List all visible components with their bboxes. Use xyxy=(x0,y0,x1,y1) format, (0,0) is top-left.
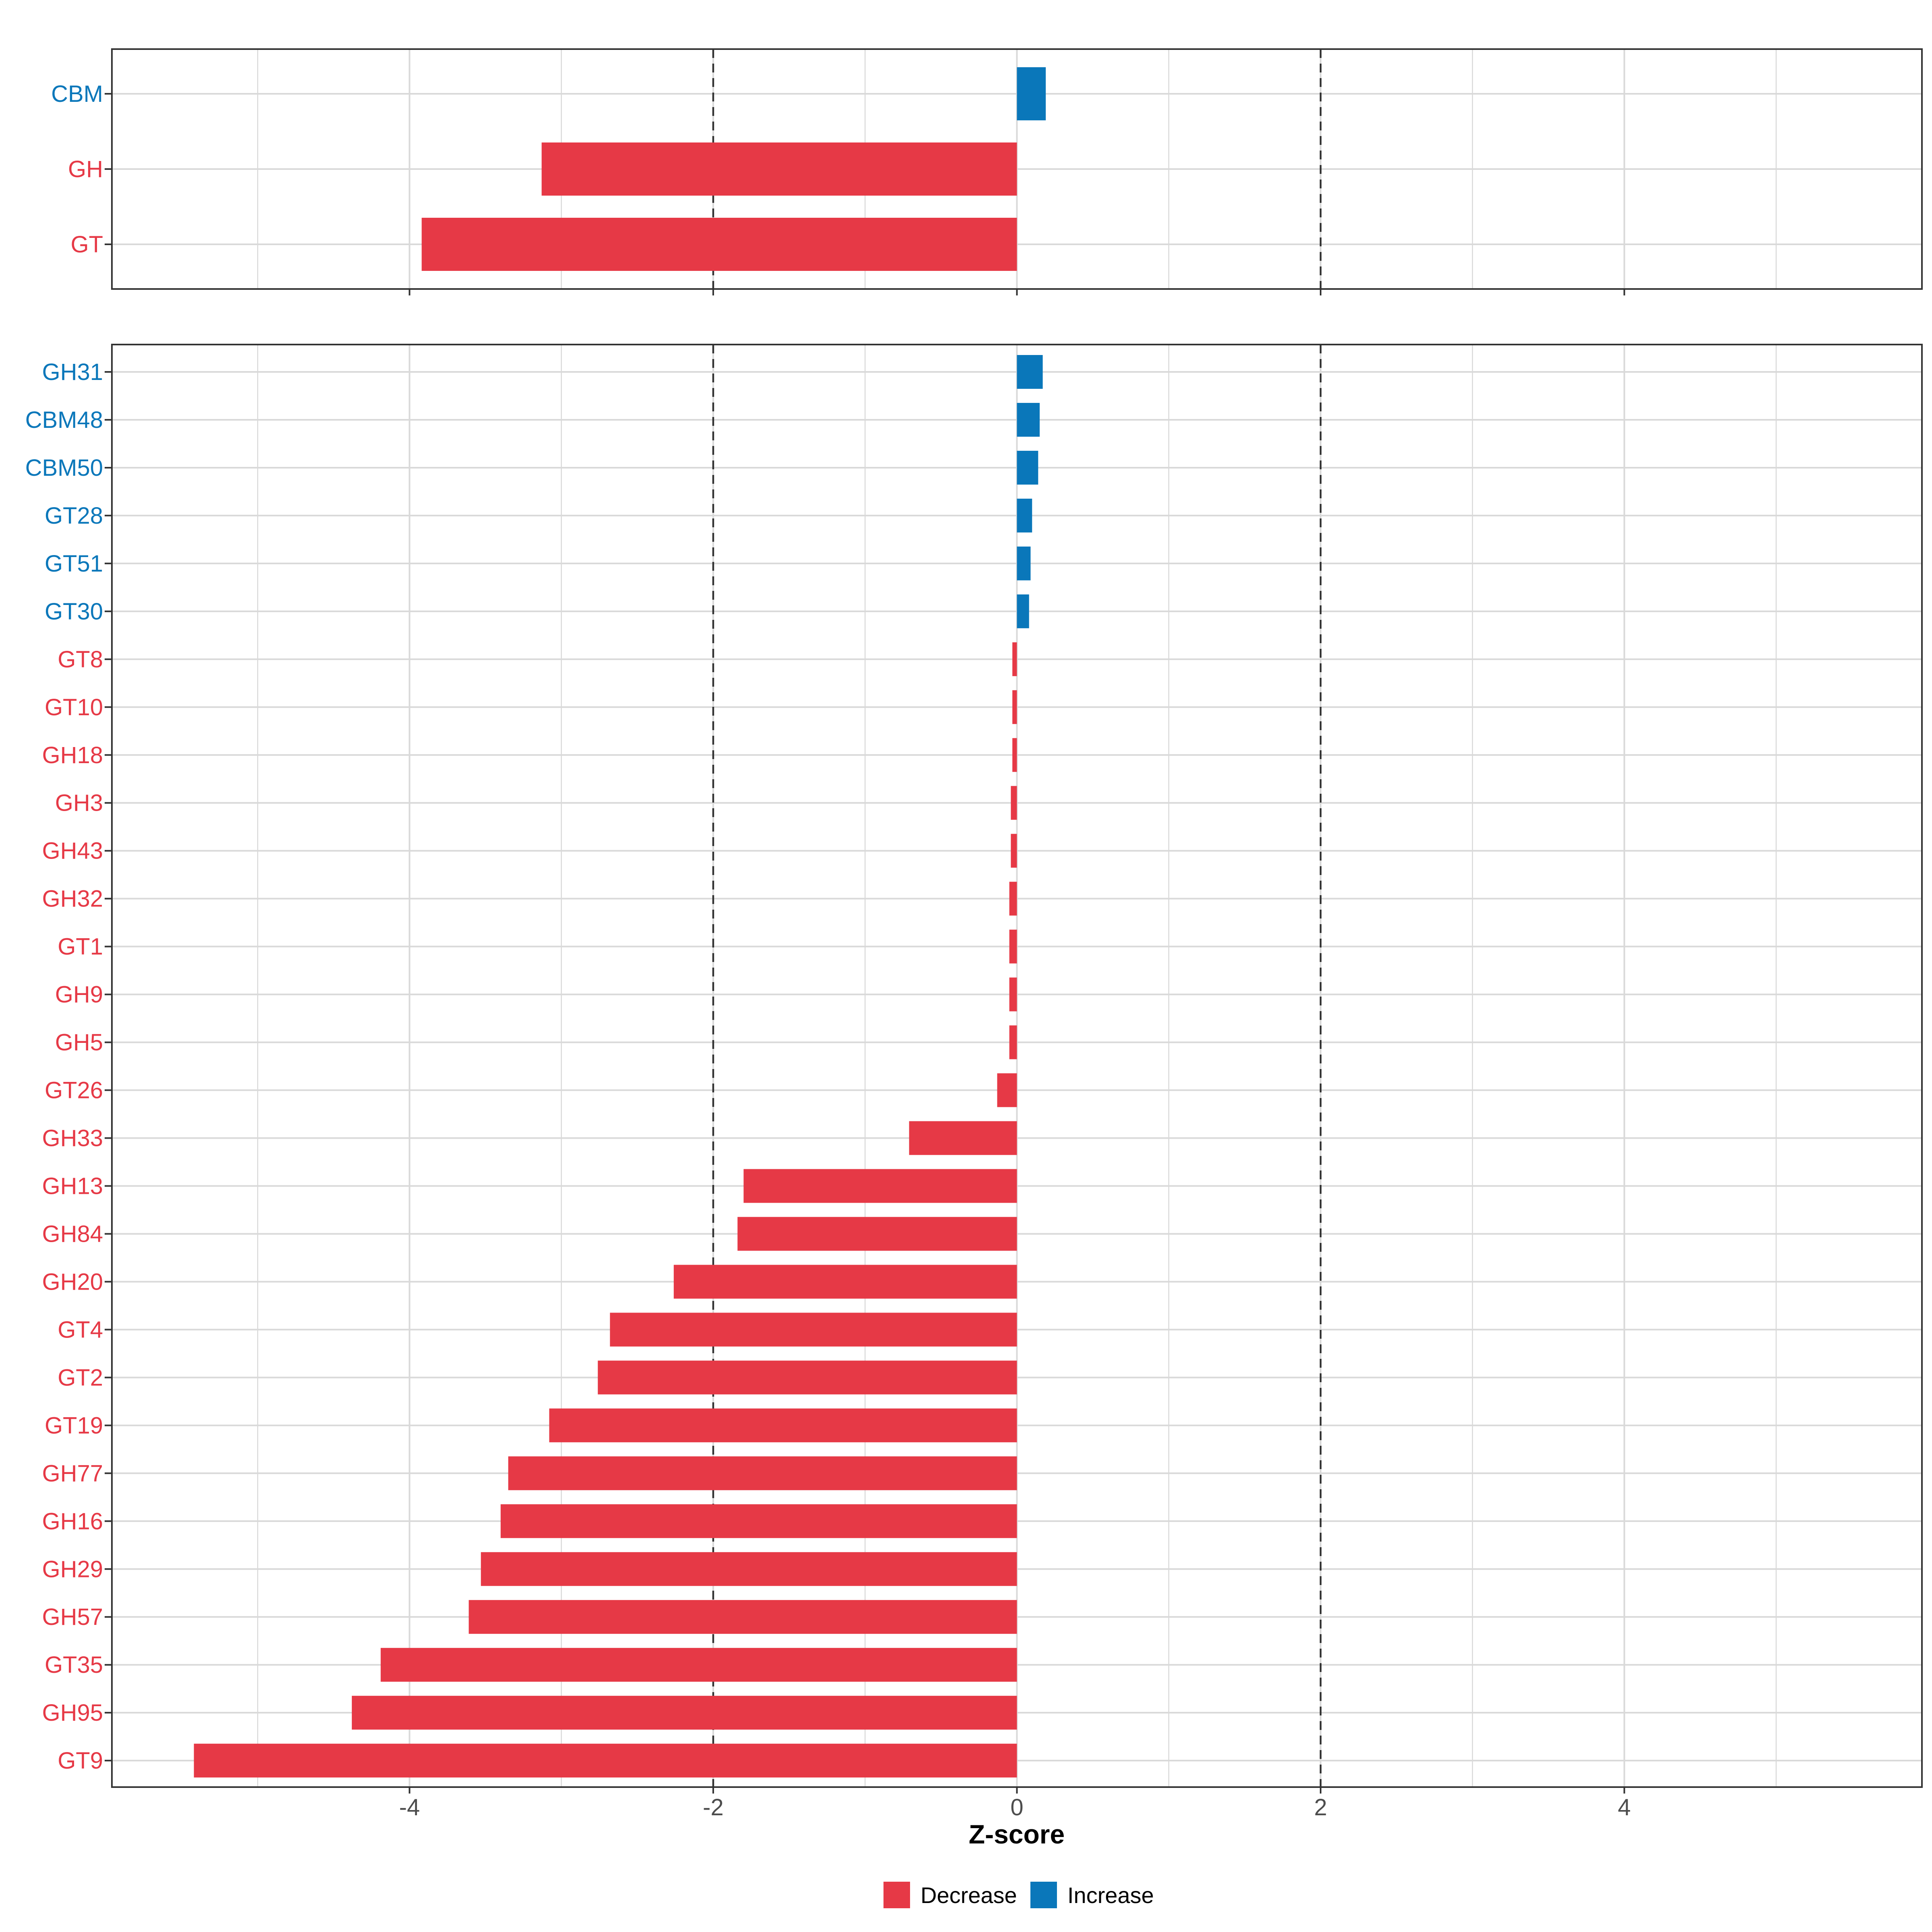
x-tick-label: 4 xyxy=(1618,1794,1631,1821)
category-label-gt35: GT35 xyxy=(45,1652,103,1678)
category-label-gt8: GT8 xyxy=(58,646,103,673)
legend-label-decrease: Decrease xyxy=(921,1882,1017,1908)
bar-gt19 xyxy=(549,1408,1017,1443)
category-label-cbm50: CBM50 xyxy=(25,455,103,481)
bar-gt51 xyxy=(1017,546,1031,580)
category-label-gh13: GH13 xyxy=(42,1173,103,1199)
category-label-gt19: GT19 xyxy=(45,1412,103,1439)
category-label-gh31: GH31 xyxy=(42,359,103,385)
category-label-gt4: GT4 xyxy=(58,1317,103,1343)
x-tick-label: 0 xyxy=(1010,1794,1023,1821)
bar-gh33 xyxy=(909,1121,1017,1155)
bar-gh57 xyxy=(469,1600,1017,1634)
bar-gh29 xyxy=(481,1552,1017,1586)
bar-cbm50 xyxy=(1017,450,1038,485)
category-label-gt10: GT10 xyxy=(45,694,103,720)
x-tick-label: 2 xyxy=(1314,1794,1327,1821)
legend: Decrease Increase xyxy=(883,1882,1154,1908)
category-label-gt26: GT26 xyxy=(45,1077,103,1104)
bar-gh84 xyxy=(737,1217,1017,1251)
bar-gh18 xyxy=(1012,738,1017,772)
legend-swatch-decrease xyxy=(883,1882,910,1908)
bar-cbm48 xyxy=(1017,402,1040,437)
top-panel: CBM GH GT xyxy=(51,48,1923,295)
bar-gh3 xyxy=(1011,786,1017,820)
category-label-gt30: GT30 xyxy=(45,599,103,625)
category-label-gt: GT xyxy=(70,231,103,258)
bar-gt26 xyxy=(997,1073,1017,1107)
category-label-gh43: GH43 xyxy=(42,838,103,864)
bar-gh5 xyxy=(1009,1025,1017,1059)
bar-gh32 xyxy=(1009,881,1017,916)
bar-gh43 xyxy=(1011,834,1017,868)
x-axis-title: Z-score xyxy=(969,1819,1065,1849)
category-label-gh20: GH20 xyxy=(42,1269,103,1295)
legend-label-increase: Increase xyxy=(1067,1882,1154,1908)
bar-gt30 xyxy=(1017,594,1029,628)
bar-gt1 xyxy=(1009,929,1017,964)
category-label-gh77: GH77 xyxy=(42,1460,103,1486)
category-label-cbm: CBM xyxy=(51,81,103,107)
category-label-gt1: GT1 xyxy=(58,934,103,960)
category-label-gh57: GH57 xyxy=(42,1604,103,1630)
bar-gh20 xyxy=(673,1265,1017,1299)
bar-gt8 xyxy=(1012,642,1017,676)
category-label-gh: GH xyxy=(68,156,103,182)
x-tick-label: -4 xyxy=(399,1794,420,1821)
bar-gt9 xyxy=(194,1744,1017,1778)
category-label-gh16: GH16 xyxy=(42,1508,103,1534)
category-label-gh33: GH33 xyxy=(42,1125,103,1152)
bar-gt10 xyxy=(1012,690,1017,724)
x-tick-label: -2 xyxy=(703,1794,724,1821)
bar-gh31 xyxy=(1017,355,1043,389)
category-label-gt51: GT51 xyxy=(45,551,103,577)
bar-gh16 xyxy=(500,1504,1017,1538)
bar-cbm xyxy=(1017,67,1046,120)
category-label-gh32: GH32 xyxy=(42,886,103,912)
x-axis: -4 -2 0 2 4 xyxy=(399,1794,1631,1821)
bar-gh xyxy=(541,142,1017,196)
legend-swatch-increase xyxy=(1030,1882,1057,1908)
bottom-panel: GH31 CBM48 CBM50 GT28 GT51 GT30 GT8 GT10 GH18 GH3… xyxy=(25,344,1923,1794)
category-label-gh29: GH29 xyxy=(42,1556,103,1582)
bar-gt xyxy=(421,218,1017,271)
category-label-gh95: GH95 xyxy=(42,1700,103,1726)
category-label-gt2: GT2 xyxy=(58,1364,103,1391)
bar-gh13 xyxy=(743,1169,1017,1203)
bar-gt2 xyxy=(598,1360,1017,1395)
bar-gh9 xyxy=(1009,977,1017,1011)
category-label-cbm48: CBM48 xyxy=(25,407,103,433)
category-label-gh5: GH5 xyxy=(55,1030,103,1056)
bar-gt28 xyxy=(1017,498,1032,533)
category-label-gh3: GH3 xyxy=(55,790,103,816)
category-label-gh84: GH84 xyxy=(42,1221,103,1247)
category-label-gt9: GT9 xyxy=(58,1748,103,1774)
category-label-gh18: GH18 xyxy=(42,742,103,768)
bar-gh77 xyxy=(508,1456,1017,1490)
bar-gt35 xyxy=(380,1648,1017,1682)
category-label-gh9: GH9 xyxy=(55,982,103,1008)
bar-gh95 xyxy=(352,1696,1017,1730)
bar-gt4 xyxy=(610,1313,1017,1347)
category-label-gt28: GT28 xyxy=(45,503,103,529)
